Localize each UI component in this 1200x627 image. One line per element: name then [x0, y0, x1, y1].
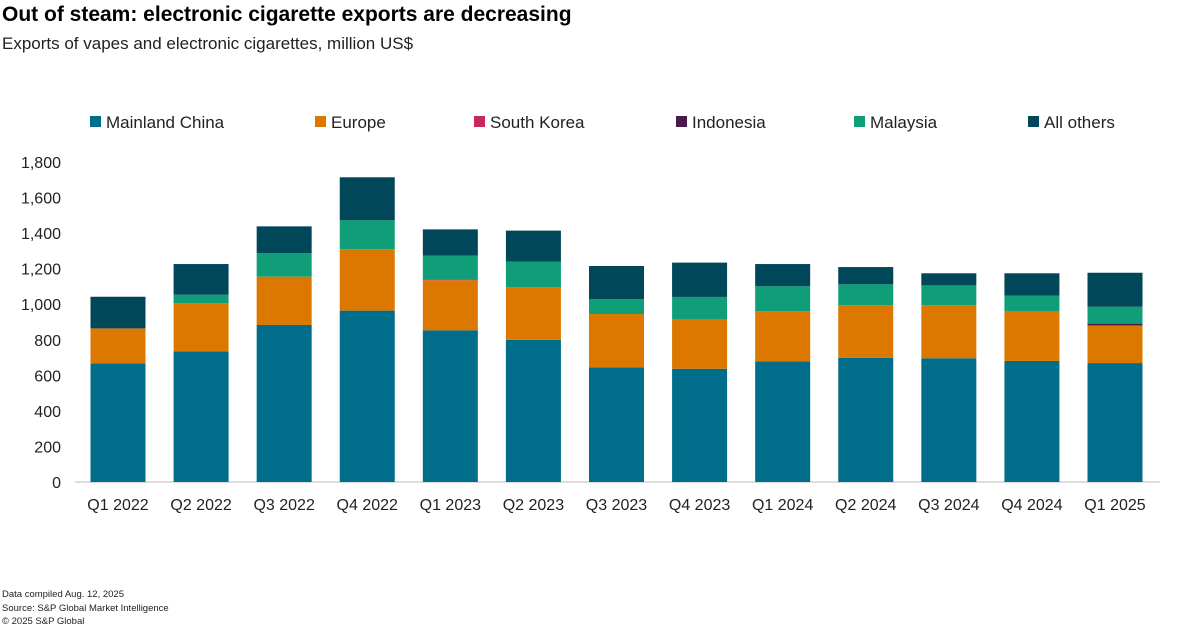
bar-segment-europe — [422, 280, 478, 331]
x-tick-label: Q2 2022 — [170, 497, 231, 514]
y-tick-label: 1,600 — [21, 191, 61, 208]
bar-segment-malaysia — [256, 253, 312, 277]
bar-segment-all-others — [173, 264, 229, 295]
y-tick-label: 1,800 — [21, 155, 61, 172]
bar-segment-all-others — [921, 273, 977, 286]
legend-label: Mainland China — [106, 113, 225, 132]
bar-segment-south-korea — [1087, 325, 1143, 326]
legend-swatch — [676, 116, 687, 127]
bar-segment-europe — [672, 318, 728, 369]
legend-label: Europe — [331, 113, 386, 132]
chart-subtitle: Exports of vapes and electronic cigarett… — [2, 34, 414, 53]
bar-segment-malaysia — [755, 286, 811, 312]
bar-segment-all-others — [339, 177, 395, 221]
bar-segment-south-korea — [422, 279, 478, 281]
bar-segment-europe — [1087, 325, 1143, 364]
bar-segment-all-others — [838, 267, 894, 285]
footer-source: Source: S&P Global Market Intelligence — [2, 603, 169, 614]
bar-segment-malaysia — [589, 299, 644, 314]
x-tick-label: Q2 2023 — [503, 497, 564, 514]
bar-segment-mainland-china — [1004, 360, 1060, 482]
bar-segment-europe — [339, 249, 395, 311]
legend-label: All others — [1044, 113, 1115, 132]
bar-segment-malaysia — [173, 294, 229, 304]
y-tick-label: 1,200 — [21, 262, 61, 279]
bar-segment-indonesia — [1087, 323, 1143, 326]
x-tick-label: Q1 2024 — [752, 497, 813, 514]
footer-compiled: Data compiled Aug. 12, 2025 — [2, 589, 125, 600]
y-tick-label: 600 — [34, 368, 61, 385]
bar-segment-malaysia — [921, 285, 977, 306]
bar-segment-all-others — [672, 262, 728, 297]
chart-title: Out of steam: electronic cigarette expor… — [2, 3, 572, 26]
legend-swatch — [1028, 116, 1039, 127]
bar-segment-malaysia — [339, 220, 395, 250]
x-tick-label: Q3 2023 — [586, 497, 647, 514]
legend-swatch — [854, 116, 865, 127]
bar-segment-europe — [173, 303, 229, 352]
bar-segment-mainland-china — [90, 363, 146, 482]
bar-segment-mainland-china — [755, 361, 811, 482]
legend-swatch — [315, 116, 326, 127]
bar-segment-all-others — [589, 266, 644, 300]
bar-segment-all-others — [1087, 272, 1143, 307]
bar-segment-europe — [505, 287, 561, 340]
legend-label: Indonesia — [692, 113, 766, 132]
x-tick-label: Q2 2024 — [835, 497, 896, 514]
bar-segment-europe — [256, 276, 312, 326]
y-tick-label: 400 — [34, 404, 61, 421]
x-tick-label: Q3 2024 — [918, 497, 979, 514]
bar-segment-all-others — [90, 296, 146, 329]
y-tick-label: 1,400 — [21, 226, 61, 243]
bar-segment-all-others — [422, 229, 478, 256]
x-tick-label: Q1 2022 — [87, 497, 148, 514]
bar-segment-malaysia — [1087, 306, 1143, 324]
bar-segment-europe — [921, 305, 977, 359]
bar-segment-mainland-china — [838, 357, 894, 482]
legend-label: South Korea — [490, 113, 585, 132]
bar-segment-mainland-china — [256, 325, 312, 482]
bar-segment-all-others — [755, 264, 811, 287]
x-tick-label: Q1 2023 — [420, 497, 481, 514]
bar-segment-all-others — [505, 230, 561, 262]
y-tick-label: 200 — [34, 439, 61, 456]
y-tick-label: 0 — [52, 475, 61, 492]
x-tick-label: Q4 2023 — [669, 497, 730, 514]
bar-segment-europe — [90, 328, 146, 364]
bar-segment-malaysia — [422, 255, 478, 280]
bar-segment-europe — [755, 311, 811, 362]
x-tick-label: Q3 2022 — [253, 497, 314, 514]
bar-segment-mainland-china — [173, 351, 229, 482]
legend-swatch — [90, 116, 101, 127]
bar-segment-europe — [589, 314, 644, 368]
y-tick-label: 1,000 — [21, 297, 61, 314]
legend-label: Malaysia — [870, 113, 938, 132]
bar-segment-mainland-china — [921, 358, 977, 482]
bar-segment-malaysia — [672, 296, 728, 319]
footer-copyright: © 2025 S&P Global — [2, 616, 85, 627]
bar-segment-malaysia — [505, 261, 561, 288]
bar-segment-mainland-china — [1087, 363, 1143, 482]
bar-segment-mainland-china — [422, 330, 478, 482]
bar-segment-europe — [838, 305, 894, 358]
bar-segment-mainland-china — [505, 339, 561, 482]
bar-segment-malaysia — [1004, 295, 1060, 311]
bar-segment-all-others — [1004, 273, 1060, 296]
legend-swatch — [474, 116, 485, 127]
x-tick-label: Q4 2024 — [1001, 497, 1062, 514]
bar-segment-europe — [1004, 310, 1060, 361]
bar-segment-mainland-china — [339, 310, 395, 482]
bar-segment-malaysia — [838, 284, 894, 306]
y-tick-label: 800 — [34, 333, 61, 350]
bar-segment-mainland-china — [672, 368, 728, 482]
x-tick-label: Q1 2025 — [1084, 497, 1145, 514]
bar-segment-all-others — [256, 226, 312, 254]
x-tick-label: Q4 2022 — [337, 497, 398, 514]
bar-segment-mainland-china — [589, 367, 644, 482]
